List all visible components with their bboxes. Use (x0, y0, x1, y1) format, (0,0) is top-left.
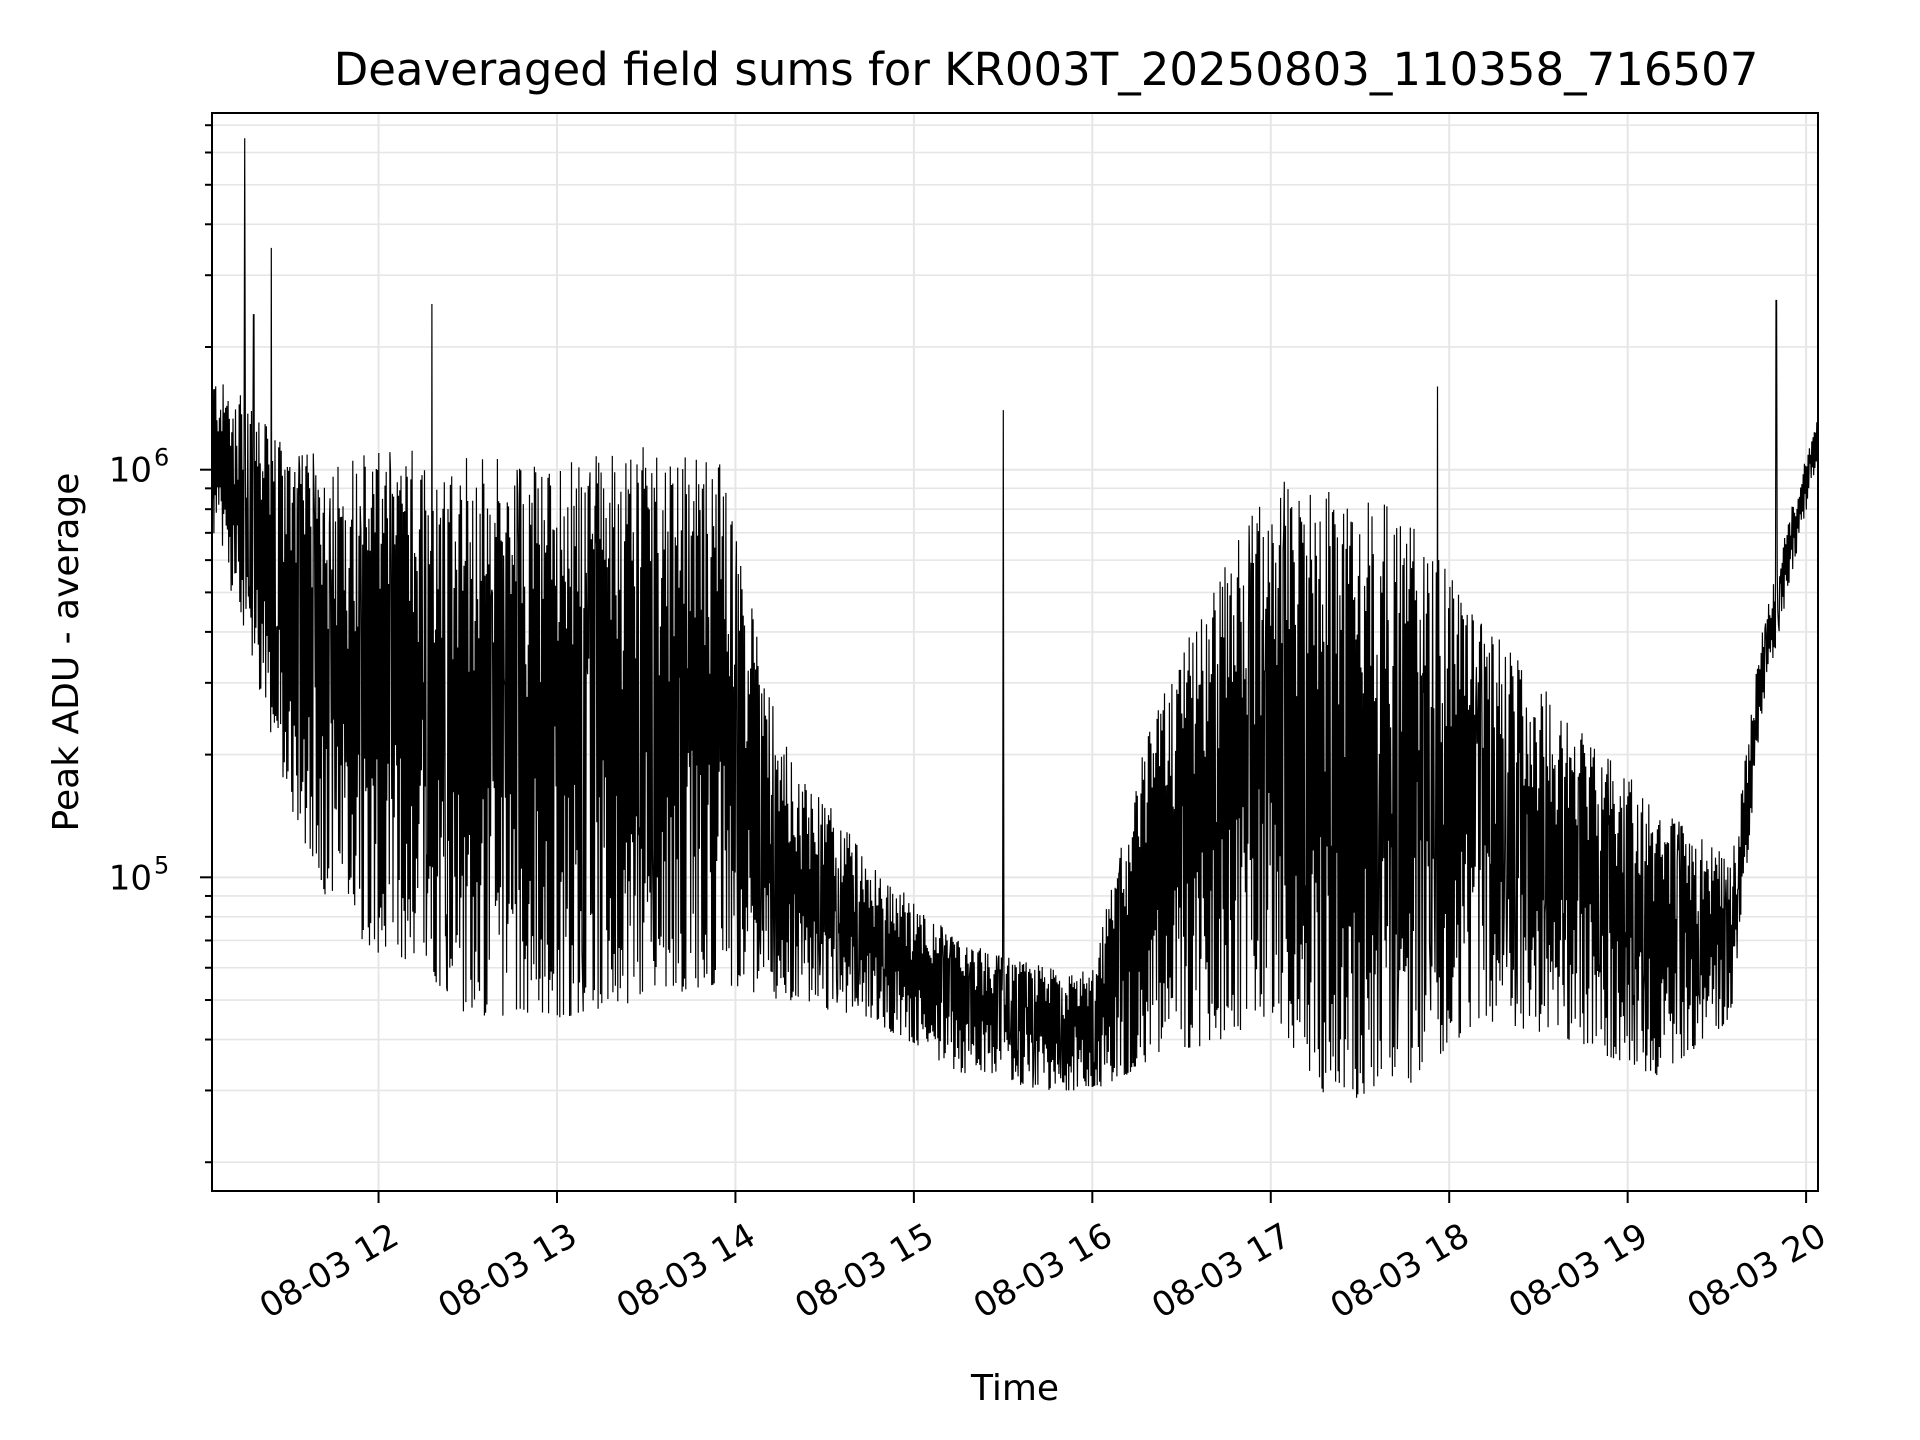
plot-frame (211, 112, 1819, 1192)
y-tick-label-exponent: 6 (154, 444, 169, 472)
y-axis-label: Peak ADU - average (46, 473, 87, 832)
y-tick-label: 10 (109, 858, 152, 898)
y-tick-label-exponent: 5 (154, 851, 169, 879)
x-axis-label: Time (970, 1368, 1059, 1409)
chart-title: Deaveraged field sums for KR003T_2025080… (334, 43, 1759, 96)
series-line (211, 138, 1819, 1098)
y-tick-label: 10 (109, 451, 152, 491)
plot-area (211, 138, 1819, 1098)
